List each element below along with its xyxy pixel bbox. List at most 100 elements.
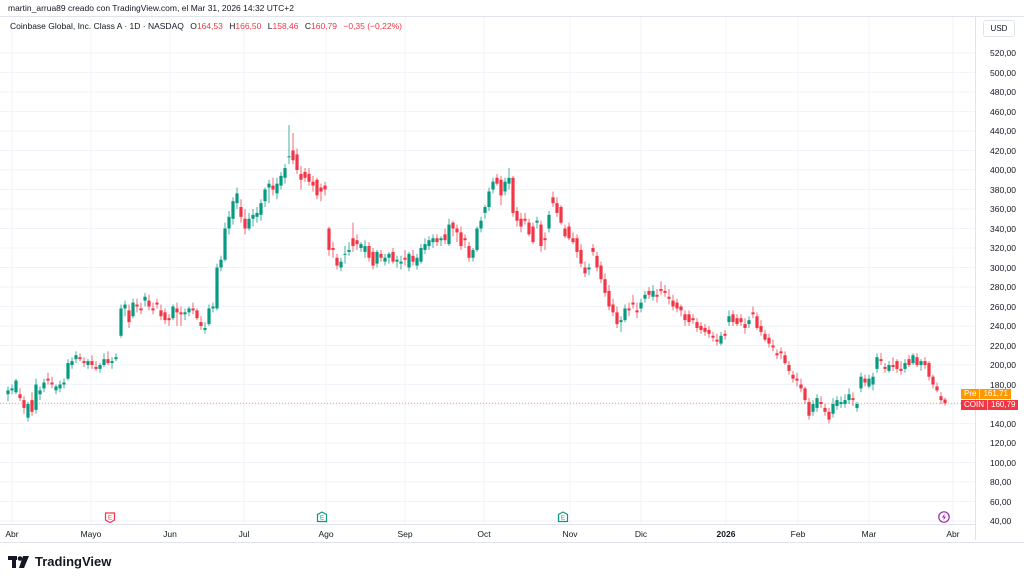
candle-down	[243, 209, 247, 235]
candle-down	[763, 329, 767, 342]
price-axis[interactable]: 520,00 500,00 480,00 460,00 440,00 420,00 400,…	[975, 17, 1024, 540]
candle-down	[807, 398, 811, 420]
time-tick: Oct	[477, 529, 491, 539]
candle-up	[110, 357, 114, 369]
candle-down	[647, 287, 651, 299]
tradingview-logo[interactable]: TradingView	[8, 554, 111, 569]
candle-up	[183, 308, 187, 321]
candle-down	[663, 285, 667, 297]
candle-up	[251, 209, 255, 227]
candle-down	[563, 224, 567, 239]
candle-down	[931, 374, 935, 389]
candle-down	[751, 306, 755, 319]
candle-down	[511, 175, 515, 217]
price-tick: 460,00	[990, 106, 1016, 117]
candle-down	[30, 392, 34, 416]
candle-down	[695, 318, 699, 332]
candle-down	[539, 220, 543, 252]
candle-up	[247, 212, 251, 231]
price-tick: 60,00	[990, 496, 1012, 507]
candle-down	[591, 244, 595, 256]
candle-down	[795, 372, 799, 387]
candle-up	[62, 378, 66, 389]
candle-down	[411, 249, 415, 266]
candle-up	[587, 263, 591, 276]
candle-down	[543, 232, 547, 250]
candle-up	[235, 187, 239, 209]
candle-down	[175, 302, 179, 326]
time-tick: 2026	[716, 529, 736, 539]
split-event-icon[interactable]	[938, 510, 950, 523]
candle-down	[631, 294, 635, 309]
candle-down	[307, 168, 311, 186]
candle-down	[683, 310, 687, 326]
chart-frame	[0, 16, 1024, 543]
candle-down	[106, 351, 110, 365]
earnings-event-icon[interactable]: E	[316, 510, 328, 523]
candle-up	[843, 394, 847, 408]
candle-down	[735, 314, 739, 326]
candle-up	[919, 359, 923, 371]
candle-down	[627, 302, 631, 317]
candle-up	[639, 298, 643, 313]
candle-down	[335, 253, 339, 270]
time-tick: Jun	[163, 529, 177, 539]
candle-up	[211, 302, 215, 313]
candle-down	[323, 181, 327, 196]
candle-down	[799, 378, 803, 393]
candlestick-plot[interactable]	[0, 17, 975, 524]
candle-down	[923, 357, 927, 369]
last-price-value: 160,79	[991, 400, 1016, 409]
candle-down	[163, 308, 167, 325]
candle-down	[711, 331, 715, 342]
candle-up	[14, 378, 18, 395]
candle-down	[155, 298, 159, 309]
candle-up	[6, 386, 10, 402]
candle-up	[54, 384, 58, 395]
candle-down	[551, 191, 555, 208]
candle-up	[471, 248, 475, 262]
candle-up	[619, 316, 623, 332]
premarket-price-tag: Pre 161,71	[961, 389, 1011, 399]
candle-down	[191, 302, 195, 315]
candle-down	[451, 220, 455, 237]
candle-up	[547, 210, 551, 233]
candle-up	[839, 396, 843, 408]
price-tick: 100,00	[990, 457, 1016, 468]
candle-up	[623, 304, 627, 323]
price-tick: 440,00	[990, 126, 1016, 136]
candle-down	[239, 199, 243, 223]
candle-down	[127, 304, 131, 328]
candle-up	[887, 361, 891, 373]
chart-caption: martin_arrua89 creado con TradingView.co…	[8, 3, 294, 13]
earnings-event-icon[interactable]: E	[557, 510, 569, 523]
currency-button[interactable]: USD	[983, 20, 1015, 37]
candle-up	[263, 187, 267, 208]
low-value: 158,46	[272, 21, 299, 31]
high-value: 166,50	[235, 21, 262, 31]
candle-down	[82, 357, 86, 367]
time-tick: Ago	[318, 529, 334, 539]
candle-down	[351, 222, 355, 252]
time-axis[interactable]: Abr Mayo Jun Jul Ago Sep Oct Nov Dic 2026 Feb Mar Ab…	[0, 524, 975, 541]
candle-down	[671, 294, 675, 311]
candle-up	[815, 394, 819, 412]
candle-down	[463, 234, 467, 248]
svg-text:E: E	[108, 515, 112, 521]
candle-down	[167, 314, 171, 326]
price-tick: 480,00	[990, 87, 1016, 97]
open-value: 164,53	[196, 21, 223, 31]
candle-up	[383, 253, 387, 266]
candle-down	[435, 234, 439, 247]
candle-up	[215, 263, 219, 311]
time-tick: Mayo	[80, 529, 102, 539]
symbol-title[interactable]: Coinbase Global, Inc. Class A · 1D · NAS…	[10, 21, 184, 31]
price-tick: 320,00	[990, 243, 1016, 253]
earnings-event-icon[interactable]: E	[104, 510, 116, 524]
candle-up	[399, 255, 403, 270]
candle-down	[787, 361, 791, 375]
time-tick: Nov	[562, 529, 578, 539]
candle-down	[90, 355, 94, 369]
price-tick: 360,00	[990, 204, 1016, 214]
candle-down	[555, 197, 559, 217]
